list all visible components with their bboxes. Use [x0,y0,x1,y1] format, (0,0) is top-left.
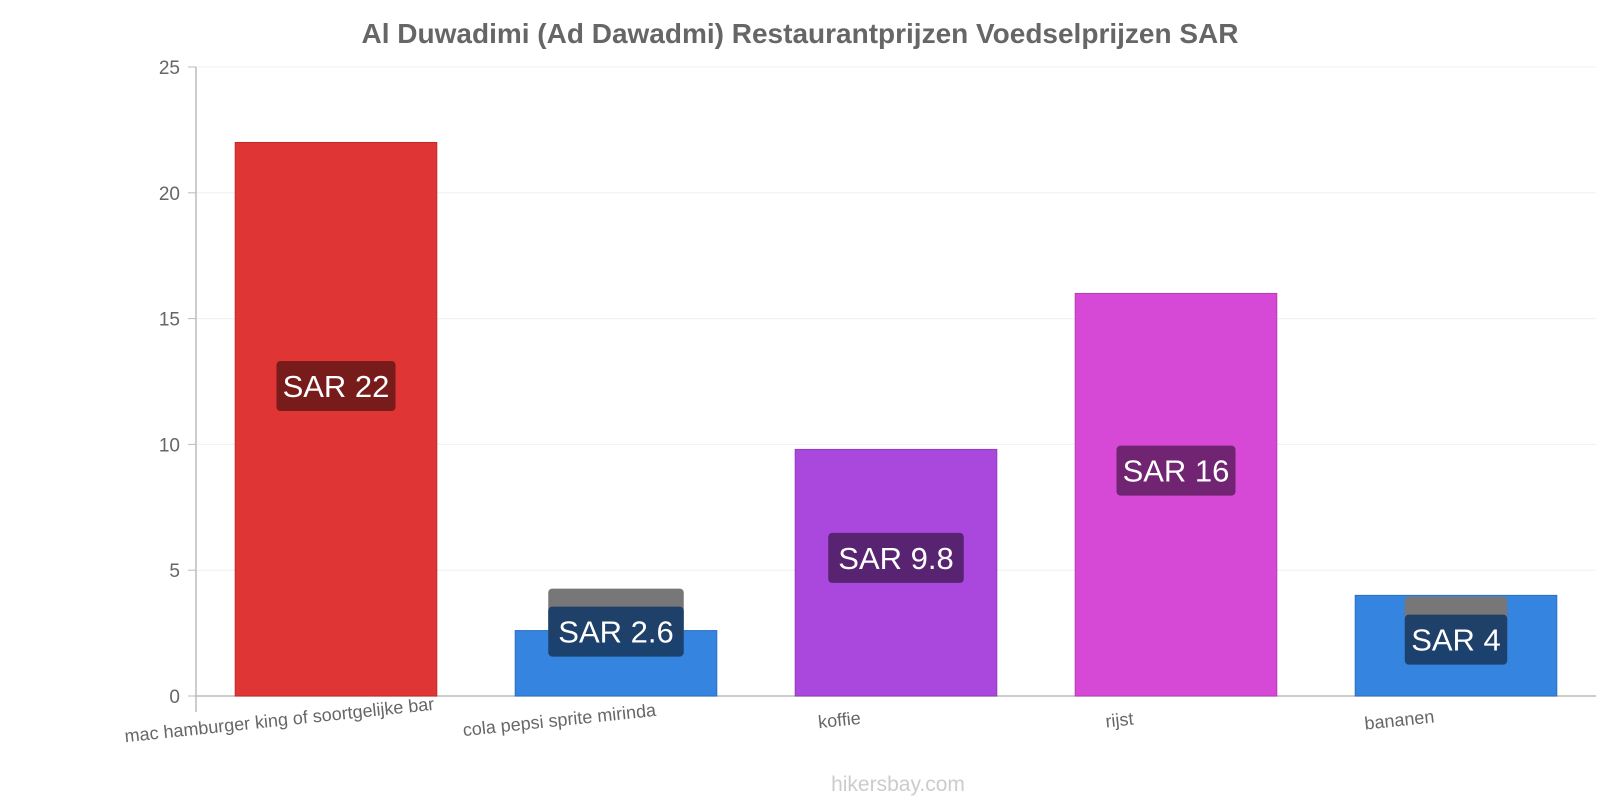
y-tick-label: 10 [159,435,180,456]
bar [234,141,438,697]
x-tick-labels-layer: mac hamburger king of soortgelijke bar co… [124,694,1436,746]
x-tick-label: rijst [1104,709,1134,732]
value-label: SAR 9.8 [838,541,953,576]
value-label: SAR 16 [1123,454,1230,489]
value-label-box [276,361,396,412]
value-label: SAR 4 [1411,623,1501,658]
y-tick-label: 5 [169,561,180,582]
bars-layer [234,141,1558,697]
x-tick-label: bananen [1363,706,1435,733]
y-tick-label: 0 [169,687,180,708]
value-label: SAR 22 [283,369,390,404]
value-label-box [548,606,684,657]
watermark: hikersbay.com [831,773,965,796]
value-label: SAR 2.6 [558,615,673,650]
value-label-box [1116,445,1236,496]
x-tick-label: koffie [817,708,862,732]
y-tick-label: 25 [159,58,180,79]
value-label-box [1404,614,1508,665]
x-tick-label: cola pepsi sprite mirinda [462,700,658,740]
y-tick-label: 15 [159,310,180,331]
y-tick-label: 20 [159,184,180,205]
value-label-box [828,532,964,583]
chart-title: Al Duwadimi (Ad Dawadmi) Restaurantprijz… [362,18,1239,49]
value-labels-layer: SAR 22 SAR 2.6 SAR 9.8 SAR 16 SAR 4 [276,361,1508,665]
